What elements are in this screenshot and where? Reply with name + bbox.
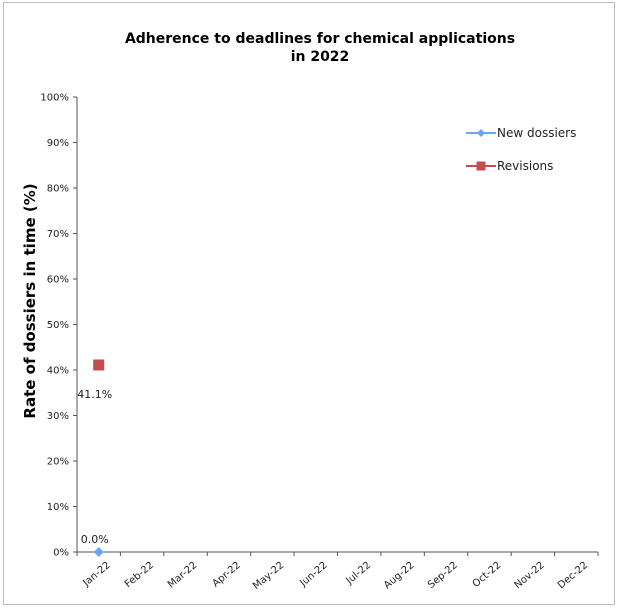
y-tick-label: 70% — [47, 229, 69, 240]
y-tick-label: 20% — [47, 457, 69, 468]
x-tick-label: Jun-22 — [297, 560, 329, 590]
legend-marker — [476, 161, 486, 171]
legend-label: New dossiers — [497, 126, 576, 140]
y-tick-label: 100% — [40, 93, 69, 104]
revisions-point — [93, 359, 105, 371]
x-tick-label: Jan-22 — [80, 560, 112, 589]
y-tick-label: 90% — [47, 138, 69, 149]
data-label: 41.1% — [77, 388, 112, 401]
axes — [73, 96, 599, 556]
y-tick-label: 0% — [53, 548, 69, 559]
data-label: 0.0% — [81, 533, 109, 546]
legend-label: Revisions — [497, 159, 553, 173]
x-tick-label: May-22 — [251, 560, 286, 592]
y-tick-label: 60% — [47, 275, 69, 286]
chart-title-line-1: Adherence to deadlines for chemical appl… — [124, 31, 516, 47]
x-tick-label: Feb-22 — [123, 560, 156, 590]
x-tick-label: Oct-22 — [471, 560, 504, 590]
y-axis-label: Rate of dossiers in time (%) — [21, 183, 39, 418]
y-tick-label: 10% — [47, 502, 69, 513]
x-tick-labels: Jan-22 Feb-22 Mar-22 Apr-22 May-22 Jun-22 Jul-… — [80, 560, 590, 592]
x-tick-label: Jul-22 — [344, 560, 374, 587]
y-tick-label: 40% — [47, 366, 69, 377]
x-tick-label: Sep-22 — [426, 560, 460, 591]
legend-marker — [477, 129, 485, 137]
y-tick-label: 80% — [47, 184, 69, 195]
chart-frame — [3, 2, 615, 605]
x-tick-label: Mar-22 — [166, 560, 200, 591]
x-tick-label: Nov-22 — [512, 560, 546, 591]
y-tick-label: 30% — [47, 411, 69, 422]
y-tick-label: 50% — [47, 320, 69, 331]
y-tick-labels: 0% 10% 20% 30% 40% 50% 60% 70% 80% 90% 100% — [40, 93, 69, 559]
legend: New dossiers Revisions — [466, 126, 576, 173]
data-marks: 0.0% 41.1% — [77, 359, 112, 557]
x-tick-label: Dec-22 — [556, 560, 590, 591]
new-dossiers-point — [93, 547, 104, 557]
x-tick-label: Aug-22 — [382, 560, 417, 591]
chart-title-line-2: in 2022 — [290, 49, 350, 65]
x-tick-label: Apr-22 — [211, 560, 243, 590]
chart-title: Adherence to deadlines for chemical appl… — [0, 30, 619, 66]
